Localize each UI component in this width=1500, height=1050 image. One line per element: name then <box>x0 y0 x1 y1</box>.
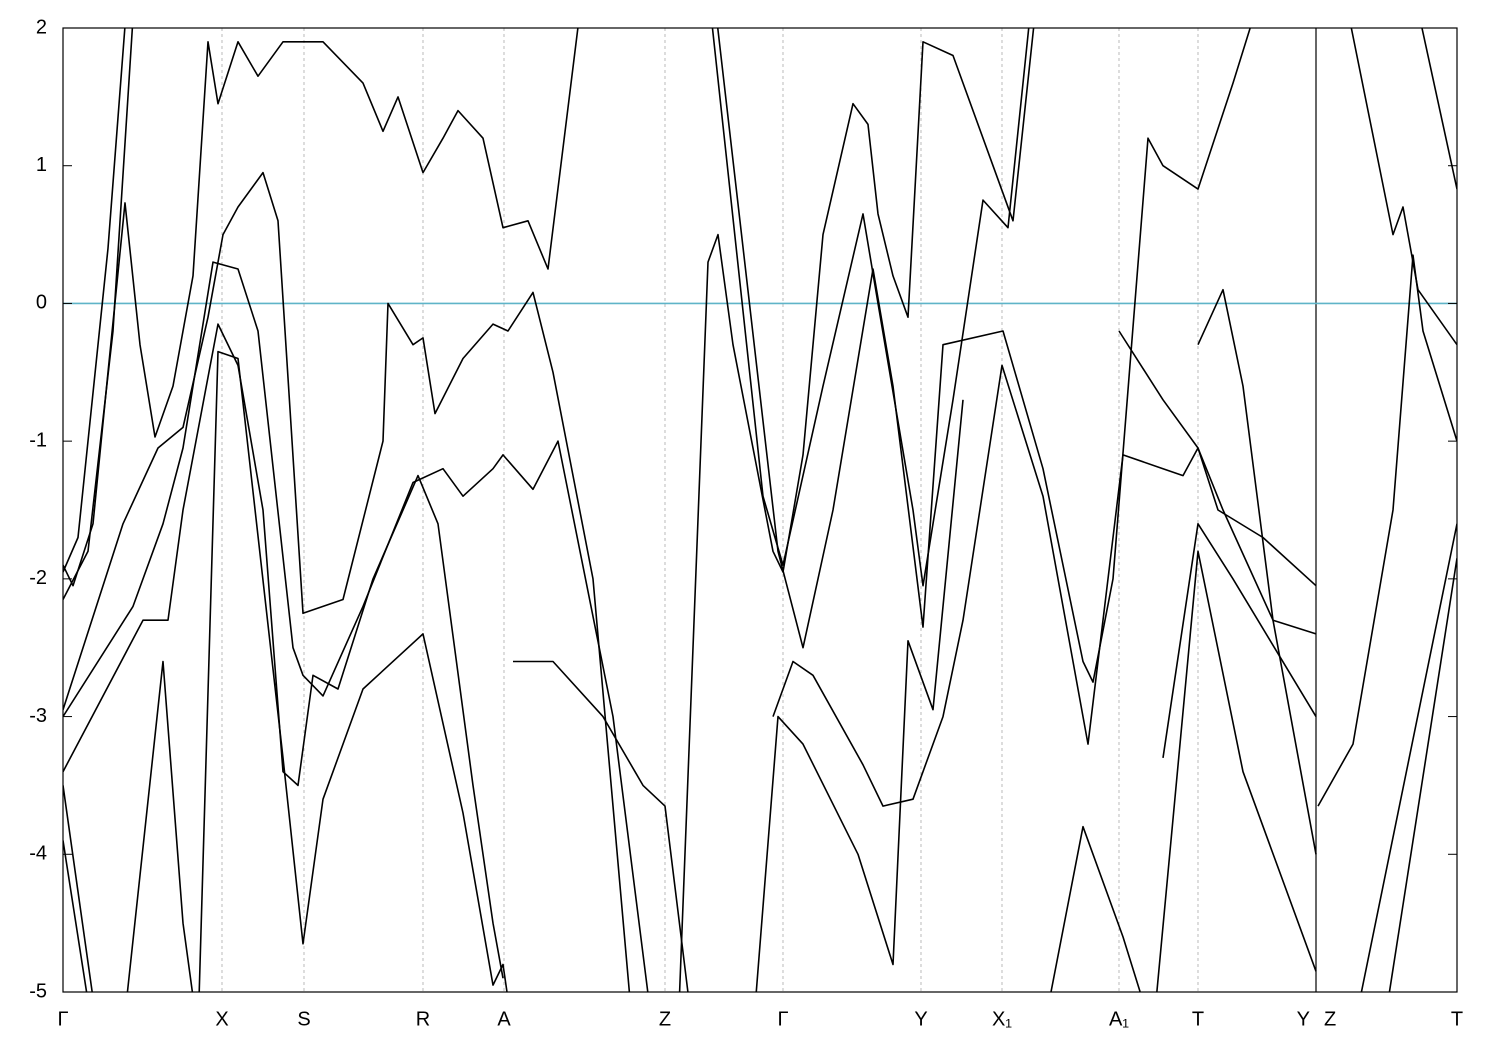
x-tick-label: X₁ <box>992 1008 1012 1030</box>
band-line <box>1197 288 1317 855</box>
band-line <box>678 28 1035 992</box>
band-line <box>63 28 579 587</box>
band-line <box>1162 523 1317 759</box>
x-tick-label: T <box>1451 1008 1463 1030</box>
x-tick-label: Y <box>1297 1008 1310 1030</box>
band-line <box>716 28 1251 683</box>
band-line <box>1156 550 1317 992</box>
bands <box>63 28 1457 992</box>
x-tick-label: A <box>497 1008 511 1030</box>
y-tick-label: -2 <box>29 567 47 589</box>
band-line <box>1388 558 1457 992</box>
y-tick-label: 0 <box>36 292 47 314</box>
band-line <box>1360 523 1457 992</box>
y-tick-label: -4 <box>29 843 47 865</box>
x-tick-label: Γ <box>777 1008 788 1030</box>
y-tick-label: -1 <box>29 429 47 451</box>
x-tick-label: X <box>215 1008 228 1030</box>
band-line <box>198 350 508 992</box>
band-line <box>63 171 631 992</box>
y-tick-label: 2 <box>36 16 47 38</box>
x-tick-label: Y <box>914 1008 927 1030</box>
x-tick-label: Z <box>1324 1008 1336 1030</box>
band-line <box>126 660 194 992</box>
x-tick-label: A₁ <box>1109 1008 1129 1030</box>
band-line <box>1050 825 1141 992</box>
labels: 210-1-2-3-4-5Γ X S R A Z Γ Y X₁ A₁ T Y Z T <box>29 16 1463 1030</box>
y-tick-label: 1 <box>36 154 47 176</box>
y-tick-label: -5 <box>29 980 47 1002</box>
band-line <box>1350 28 1457 346</box>
band-line <box>755 399 964 992</box>
band-line <box>1118 330 1317 635</box>
band-line <box>63 840 88 992</box>
band-line <box>63 28 126 573</box>
band-line <box>63 323 504 979</box>
y-tick-label: -3 <box>29 705 47 727</box>
x-tick-label: T <box>1192 1008 1204 1030</box>
x-tick-label: S <box>297 1008 310 1030</box>
band-line <box>513 660 689 992</box>
x-tick-label: Z <box>659 1008 671 1030</box>
band-line <box>1421 28 1457 190</box>
plot-frame <box>62 27 1458 993</box>
band-line <box>63 261 649 992</box>
x-tick-label: R <box>416 1008 430 1030</box>
x-tick-label: Γ <box>57 1008 68 1030</box>
band-line <box>1317 254 1457 807</box>
